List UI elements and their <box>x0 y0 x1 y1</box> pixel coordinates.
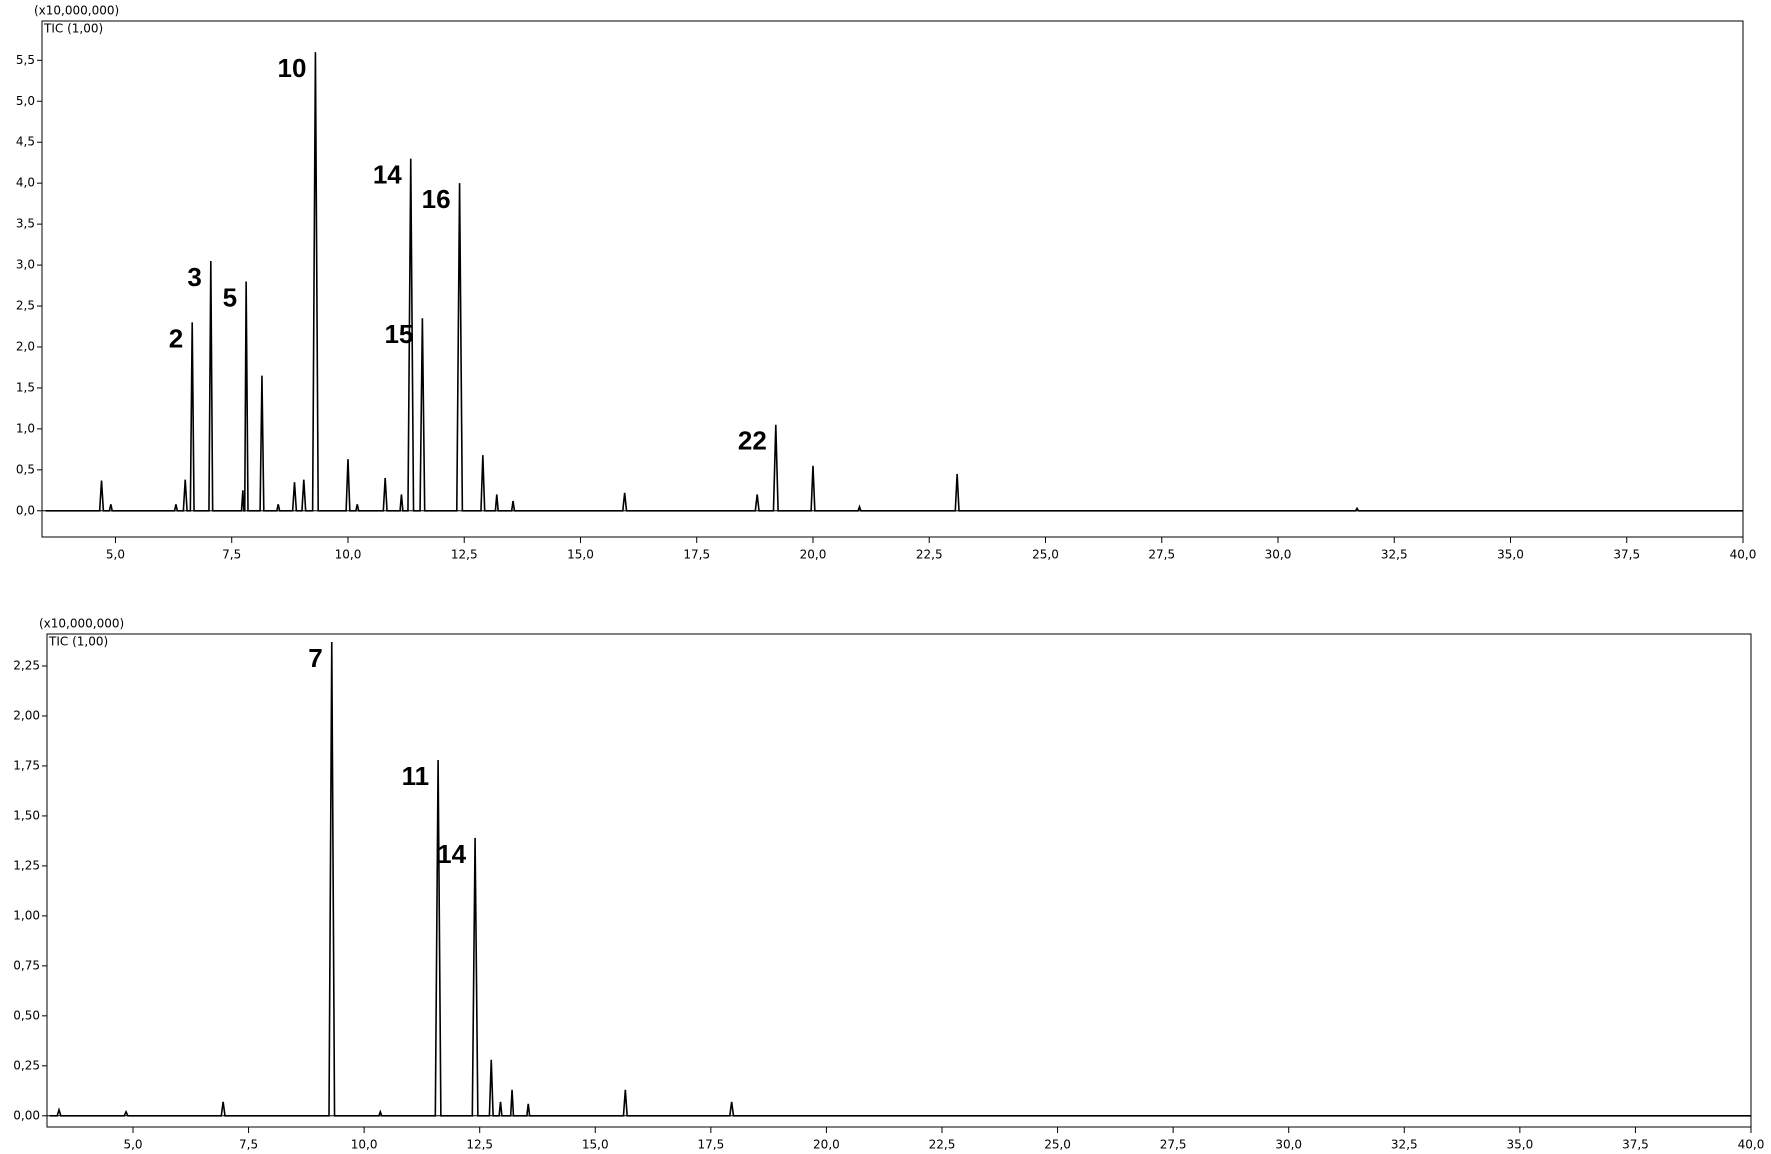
y-tick-label: 0,0 <box>16 503 35 517</box>
x-tick-label: 27,5 <box>1160 1138 1187 1152</box>
y-tick-label: 2,25 <box>13 658 40 672</box>
x-tick-label: 20,0 <box>800 548 827 562</box>
x-tick-label: 35,0 <box>1497 548 1524 562</box>
x-tick-label: 35,0 <box>1506 1138 1533 1152</box>
peak-label: 11 <box>402 761 430 791</box>
x-tick-label: 17,5 <box>683 548 710 562</box>
peak-label: 15 <box>384 319 413 349</box>
x-tick-label: 27,5 <box>1148 548 1175 562</box>
x-tick-label: 40,0 <box>1730 548 1757 562</box>
x-tick-label: 7,5 <box>239 1138 258 1152</box>
x-tick-label: 32,5 <box>1391 1138 1418 1152</box>
x-tick-label: 12,5 <box>451 548 478 562</box>
x-tick-label: 12,5 <box>466 1138 493 1152</box>
peak-label: 14 <box>437 839 466 869</box>
x-tick-label: 10,0 <box>335 548 362 562</box>
x-tick-label: 25,0 <box>1032 548 1059 562</box>
peak-label: 10 <box>278 53 307 83</box>
x-tick-label: 7,5 <box>222 548 241 562</box>
y-tick-label: 0,50 <box>13 1008 40 1022</box>
x-tick-label: 22,5 <box>929 1138 956 1152</box>
peak-label: 2 <box>169 323 183 353</box>
x-tick-label: 20,0 <box>813 1138 840 1152</box>
trace <box>49 641 1751 1117</box>
peak-label: 3 <box>187 262 201 292</box>
x-tick-label: 30,0 <box>1275 1138 1302 1152</box>
x-tick-label: 22,5 <box>916 548 943 562</box>
x-tick-label: 37,5 <box>1622 1138 1649 1152</box>
x-tick-label: 17,5 <box>697 1138 724 1152</box>
y-tick-label: 1,00 <box>13 908 40 922</box>
trace-label: TIC (1,00) <box>48 635 108 649</box>
x-tick-label: 32,5 <box>1381 548 1408 562</box>
y-tick-label: 2,5 <box>16 299 35 313</box>
x-tick-label: 40,0 <box>1738 1138 1765 1152</box>
y-tick-label: 2,0 <box>16 339 35 353</box>
plot-frame <box>46 633 1752 1128</box>
trace-label: TIC (1,00) <box>43 22 103 36</box>
y-tick-label: 0,5 <box>16 462 35 476</box>
y-tick-label: 4,0 <box>16 176 35 190</box>
x-tick-label: 15,0 <box>567 548 594 562</box>
peak-label: 16 <box>422 184 451 214</box>
unit-label: (x10,000,000) <box>39 617 124 631</box>
y-tick-label: 3,5 <box>16 217 35 231</box>
y-tick-label: 0,75 <box>13 958 40 972</box>
x-tick-label: 5,0 <box>106 548 125 562</box>
x-tick-label: 30,0 <box>1265 548 1292 562</box>
y-tick-label: 1,5 <box>16 380 35 394</box>
y-tick-label: 0,00 <box>13 1108 40 1122</box>
y-tick-label: 1,50 <box>13 808 40 822</box>
x-tick-label: 37,5 <box>1613 548 1640 562</box>
trace <box>45 52 1743 512</box>
y-tick-label: 1,25 <box>13 858 40 872</box>
y-tick-label: 0,25 <box>13 1058 40 1072</box>
x-tick-label: 25,0 <box>1044 1138 1071 1152</box>
y-tick-label: 4,5 <box>16 135 35 149</box>
x-tick-label: 5,0 <box>123 1138 142 1152</box>
y-tick-label: 1,75 <box>13 758 40 772</box>
y-tick-label: 2,00 <box>13 708 40 722</box>
peak-label: 22 <box>738 426 767 456</box>
y-tick-label: 1,0 <box>16 421 35 435</box>
x-tick-label: 10,0 <box>351 1138 378 1152</box>
y-tick-label: 5,0 <box>16 94 35 108</box>
x-tick-label: 15,0 <box>582 1138 609 1152</box>
peak-label: 14 <box>373 159 402 189</box>
plot-frame <box>41 20 1744 538</box>
peak-label: 7 <box>308 643 322 673</box>
peak-label: 5 <box>223 282 237 312</box>
unit-label: (x10,000,000) <box>34 4 119 18</box>
y-tick-label: 5,5 <box>16 53 35 67</box>
y-tick-label: 3,0 <box>16 258 35 272</box>
